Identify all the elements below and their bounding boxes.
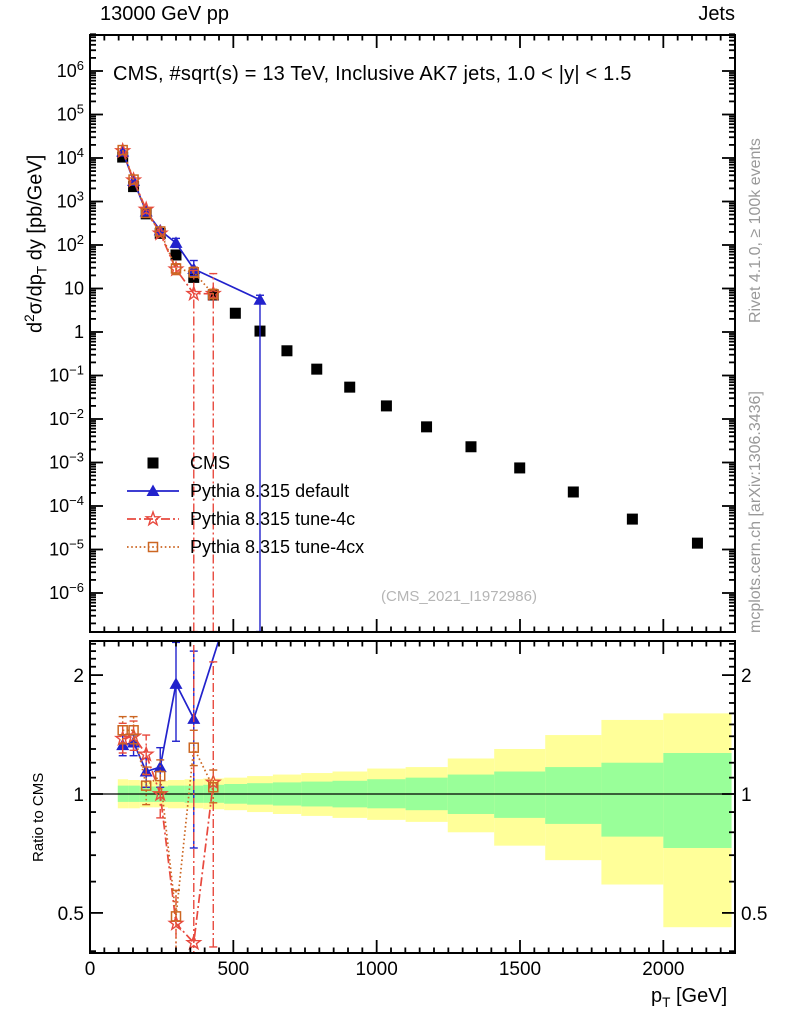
ratio-series-pythia-8-315-tune-4cx	[117, 715, 219, 953]
svg-text:1: 1	[741, 785, 752, 806]
svg-text:500: 500	[217, 959, 249, 980]
generator-version-label: Rivet 4.1.0, ≥ 100k events	[747, 138, 764, 323]
main-series-pythia-8-315-tune-4cx	[117, 144, 219, 300]
legend-label-pythia-tune-4c: Pythia 8.315 tune-4c	[190, 508, 356, 529]
plot-title: CMS, #sqrt(s) = 13 TeV, Inclusive AK7 je…	[113, 63, 632, 85]
legend-marker-glyph	[147, 541, 159, 553]
legend-item-pythia-default: Pythia 8.315 default	[124, 479, 349, 503]
legend-marker-glyph	[144, 509, 162, 527]
svg-text:10: 10	[64, 279, 84, 299]
x-title-p: p	[651, 985, 663, 1007]
svg-text:103: 103	[57, 189, 84, 212]
legend-marker-pythia-tune-4c	[127, 509, 179, 527]
svg-text:10−6: 10−6	[49, 580, 84, 603]
legend-item-pythia-tune-4cx: Pythia 8.315 tune-4cx	[124, 535, 364, 559]
svg-text:10−1: 10−1	[49, 363, 84, 386]
legend-marker-glyph	[147, 457, 159, 469]
mcplots-reference-label: mcplots.cern.ch [arXiv:1306.3436]	[747, 391, 764, 633]
svg-text:1500: 1500	[499, 959, 541, 980]
legend-marker-pythia-tune-4cx	[127, 541, 179, 553]
ratio-uncertainty-bands	[117, 713, 732, 928]
svg-text:0.5: 0.5	[741, 904, 767, 925]
y-title-units: dy [pb/GeV]	[24, 154, 47, 266]
y-title-d: d	[24, 321, 47, 333]
legend-marker-pythia-default	[127, 484, 179, 496]
axis-ticks	[89, 33, 736, 953]
legend-label-cms: CMS	[190, 452, 230, 473]
svg-text:10−3: 10−3	[49, 450, 84, 473]
svg-text:105: 105	[57, 102, 84, 125]
svg-text:10−5: 10−5	[49, 537, 84, 560]
svg-text:0: 0	[85, 959, 96, 980]
svg-text:1: 1	[74, 322, 84, 342]
x-title-sub: T	[662, 995, 671, 1010]
analysis-id-watermark: (CMS_2021_I1972986)	[381, 588, 537, 605]
ratio-axis-title: Ratio to CMS	[30, 772, 47, 862]
x-axis-title: pT [GeV]	[651, 985, 727, 1010]
legend-item-cms: CMS	[124, 451, 230, 475]
svg-text:104: 104	[57, 145, 84, 168]
legend-label-pythia-default: Pythia 8.315 default	[190, 480, 350, 501]
y-axis-title: d2σ/dpT dy [pb/GeV]	[22, 155, 50, 333]
legend-label-pythia-tune-4cx: Pythia 8.315 tune-4cx	[190, 536, 365, 557]
axis-tick-labels: 10610510410310210110−110−210−310−410−510…	[49, 58, 767, 980]
svg-text:1: 1	[73, 785, 84, 806]
svg-text:10−4: 10−4	[49, 493, 84, 516]
legend-marker-cms	[147, 457, 159, 469]
y-title-exp: 2	[22, 314, 37, 322]
legend-item-pythia-tune-4c: Pythia 8.315 tune-4c	[124, 507, 355, 531]
y-title-sub: T	[34, 265, 50, 275]
legend-marker-glyph	[146, 484, 160, 496]
svg-text:102: 102	[57, 232, 84, 255]
svg-text:1000: 1000	[356, 959, 398, 980]
svg-text:0.5: 0.5	[58, 904, 84, 925]
svg-text:2: 2	[73, 666, 84, 687]
y-title-mid: σ/dp	[24, 274, 47, 315]
svg-text:10−2: 10−2	[49, 406, 84, 429]
process-label: Jets	[698, 3, 735, 25]
x-title-units: [GeV]	[670, 985, 728, 1007]
svg-text:2: 2	[741, 666, 752, 687]
svg-text:106: 106	[57, 58, 84, 81]
svg-text:2000: 2000	[642, 959, 684, 980]
beam-energy-label: 13000 GeV pp	[100, 3, 229, 25]
